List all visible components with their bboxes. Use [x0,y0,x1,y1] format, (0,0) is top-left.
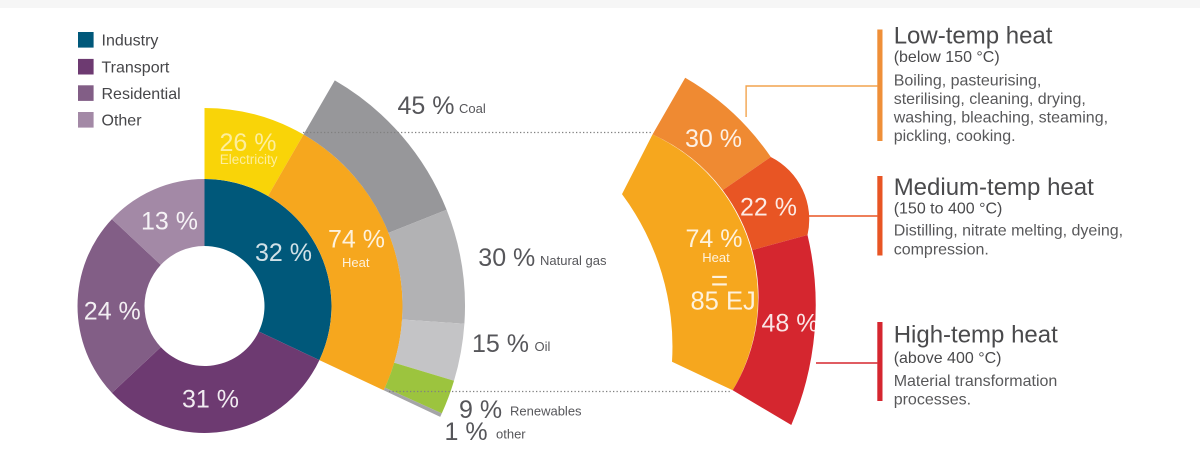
svg-text:Distilling, nitrate melting, d: Distilling, nitrate melting, dyeing, [894,223,1123,240]
svg-text:Heat: Heat [702,250,730,265]
svg-text:24 %: 24 % [84,298,141,326]
svg-text:74 %: 74 % [328,226,385,254]
svg-text:Electricity: Electricity [220,152,278,167]
svg-text:85 EJ: 85 EJ [691,287,756,315]
svg-text:sterilising, cleaning, drying,: sterilising, cleaning, drying, [894,91,1086,108]
svg-text:High-temp heat: High-temp heat [894,322,1058,349]
svg-text:Renewables: Renewables [510,404,582,419]
svg-text:pickling, cooking.: pickling, cooking. [894,128,1016,145]
svg-text:Heat: Heat [342,255,370,270]
svg-text:26 %: 26 % [220,129,277,157]
svg-text:Natural gas: Natural gas [540,253,607,268]
svg-text:13 %: 13 % [141,208,198,236]
svg-text:(above 400 °C): (above 400 °C) [894,350,1002,367]
svg-text:15 %: 15 % [472,330,529,358]
svg-text:(below 150 °C): (below 150 °C) [894,49,1000,66]
svg-text:30 %: 30 % [685,125,742,153]
svg-text:(150 to 400 °C): (150 to 400 °C) [894,201,1003,218]
svg-text:22 %: 22 % [740,194,797,222]
svg-text:74 %: 74 % [686,225,743,253]
svg-text:Boiling, pasteurising,: Boiling, pasteurising, [894,72,1042,89]
svg-text:processes.: processes. [894,392,971,409]
svg-text:other: other [496,427,526,442]
svg-text:32 %: 32 % [255,239,312,267]
svg-text:Medium-temp heat: Medium-temp heat [894,174,1094,201]
svg-text:Other: Other [102,113,143,130]
svg-text:compression.: compression. [894,242,989,259]
svg-text:Industry: Industry [102,33,159,50]
svg-text:Coal: Coal [459,101,486,116]
svg-text:Transport: Transport [102,59,170,76]
svg-text:Oil: Oil [535,339,551,354]
svg-text:30 %: 30 % [478,244,535,272]
svg-text:Low-temp heat: Low-temp heat [894,23,1053,50]
svg-text:washing, bleaching, steaming,: washing, bleaching, steaming, [893,109,1108,126]
svg-text:Material transformation: Material transformation [894,373,1058,390]
svg-text:45 %: 45 % [398,92,455,120]
svg-text:1 %: 1 % [445,418,488,446]
svg-text:Residential: Residential [102,86,181,103]
svg-text:31 %: 31 % [182,386,239,414]
svg-text:=: = [711,265,729,298]
svg-text:48 %: 48 % [762,309,819,337]
svg-text:9 %: 9 % [459,396,502,424]
